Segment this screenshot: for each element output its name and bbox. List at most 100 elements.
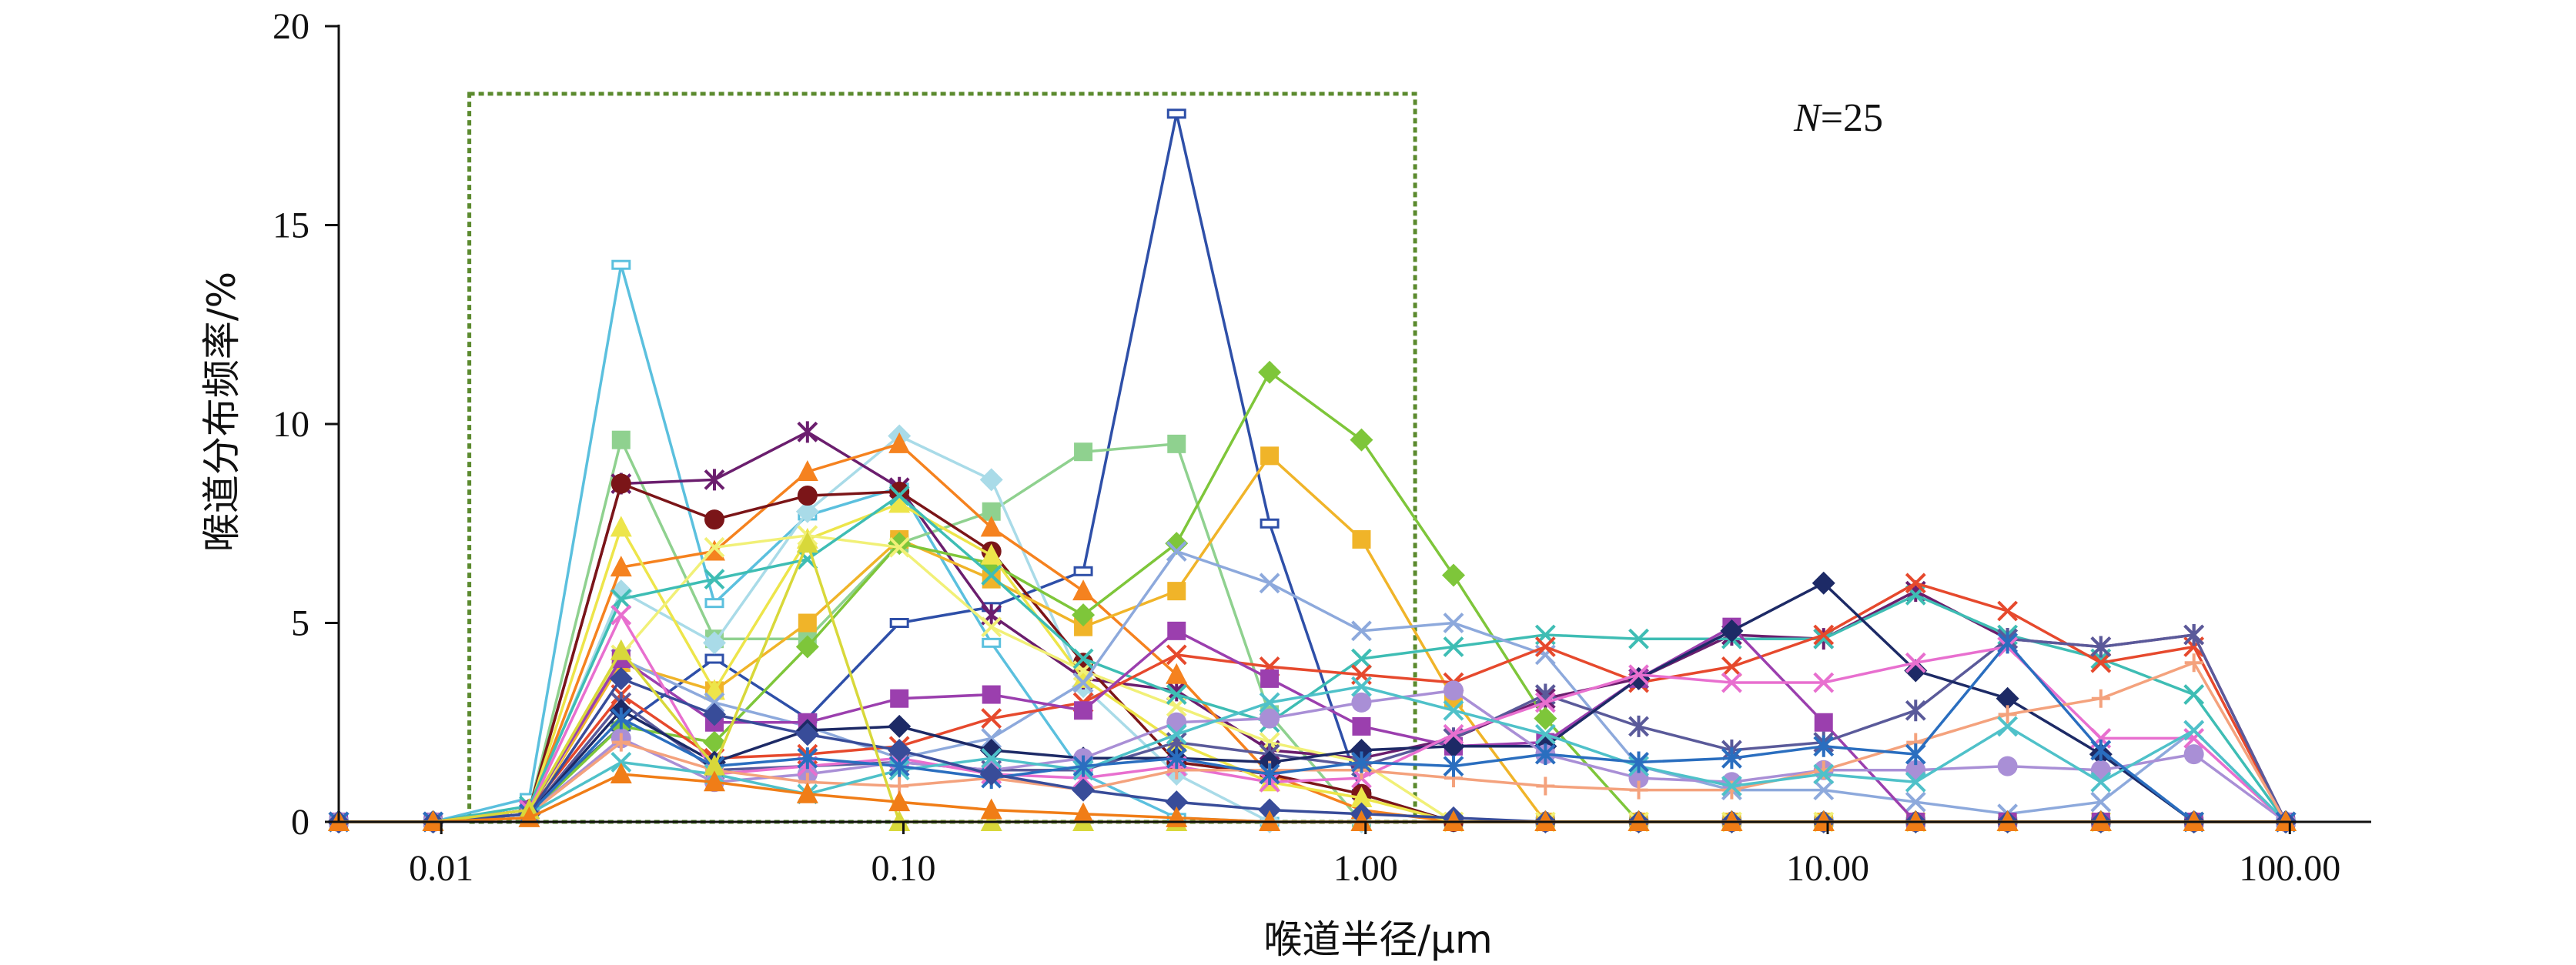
sample-count-annotation: N=25 xyxy=(1793,96,1883,140)
data-point xyxy=(611,604,632,626)
data-point xyxy=(1167,434,1186,453)
data-point xyxy=(888,485,910,506)
series-line xyxy=(339,641,2286,823)
y-tick-label: 15 xyxy=(273,205,309,246)
data-point xyxy=(1166,684,1187,705)
data-point xyxy=(609,666,633,690)
data-point xyxy=(2090,739,2112,761)
data-point xyxy=(1258,360,1282,384)
y-tick-label: 10 xyxy=(273,404,309,445)
data-point xyxy=(796,532,818,553)
data-point xyxy=(1167,582,1186,601)
data-point xyxy=(888,790,911,812)
x-tick-label: 0.10 xyxy=(871,848,935,889)
data-point xyxy=(1352,716,1371,736)
data-point xyxy=(982,685,1001,704)
data-point xyxy=(1351,648,1372,669)
data-point xyxy=(704,598,724,609)
data-point xyxy=(980,516,1002,537)
series-line xyxy=(339,613,2287,823)
y-tick-label: 5 xyxy=(291,603,309,644)
series-line xyxy=(339,549,2287,823)
data-point xyxy=(888,532,912,556)
ticks-layer: 0 5 10 15 20 0.01 0.10 1.00 10.00 100.00 xyxy=(273,6,2340,889)
data-point xyxy=(1813,763,1835,785)
data-point xyxy=(796,782,818,803)
data-point xyxy=(2183,720,2205,741)
data-point xyxy=(980,543,1002,565)
data-point xyxy=(704,536,725,558)
data-point xyxy=(1352,529,1371,549)
data-point xyxy=(1443,755,1464,777)
data-point xyxy=(1628,628,1649,649)
series-line xyxy=(339,582,2286,823)
data-point xyxy=(704,509,724,530)
data-point xyxy=(1813,672,1835,693)
data-point xyxy=(703,754,725,776)
y-tick-label: 20 xyxy=(273,6,309,47)
data-point xyxy=(1166,723,1187,745)
data-point xyxy=(1260,518,1280,529)
series-line xyxy=(339,582,2287,823)
data-point xyxy=(1074,442,1093,462)
annotation-rest: =25 xyxy=(1821,96,1883,140)
data-point xyxy=(1534,692,1556,713)
data-point xyxy=(798,613,817,633)
data-point xyxy=(2183,684,2205,705)
data-point xyxy=(1351,676,1372,697)
data-point xyxy=(1072,755,1094,777)
data-point xyxy=(1534,743,1556,766)
data-point xyxy=(1072,672,1094,693)
data-point xyxy=(1812,571,1835,595)
x-tick-label: 0.01 xyxy=(409,848,473,889)
data-point xyxy=(1813,624,1835,646)
data-point xyxy=(1998,705,2017,724)
data-point xyxy=(611,430,631,449)
data-point xyxy=(1258,798,1282,822)
data-point xyxy=(703,770,725,792)
data-point xyxy=(1165,532,1189,556)
data-point xyxy=(1721,776,1742,796)
data-point xyxy=(704,569,725,590)
y-axis-title: 喉道分布频率/% xyxy=(199,272,244,552)
data-point xyxy=(1166,747,1187,770)
data-point xyxy=(2184,653,2203,673)
series-line xyxy=(339,689,2287,823)
data-point xyxy=(797,486,818,506)
data-point xyxy=(702,631,726,655)
data-point xyxy=(704,469,725,491)
data-point xyxy=(1443,680,1464,701)
data-point xyxy=(1166,644,1187,666)
data-point xyxy=(2090,771,2112,793)
data-point xyxy=(1351,692,1372,713)
data-point xyxy=(889,481,910,502)
data-point xyxy=(1905,652,1926,673)
data-point xyxy=(2090,791,2112,813)
data-point xyxy=(1441,563,1465,587)
data-point xyxy=(611,473,631,494)
data-point xyxy=(1166,541,1187,562)
data-point xyxy=(1534,636,1556,657)
data-point xyxy=(795,499,819,523)
data-point xyxy=(1996,686,2019,710)
data-point xyxy=(1534,723,1556,745)
data-point xyxy=(1536,776,1555,796)
data-point xyxy=(610,516,632,537)
data-point xyxy=(1721,656,1742,677)
data-point xyxy=(1259,573,1280,594)
data-point xyxy=(982,637,1002,648)
data-point xyxy=(888,714,912,738)
data-point xyxy=(2091,689,2110,708)
data-point xyxy=(1997,600,2019,622)
data-point xyxy=(1072,603,1096,627)
data-point xyxy=(1905,573,1926,594)
data-point xyxy=(888,432,911,453)
data-point xyxy=(1629,780,1648,800)
series-line xyxy=(339,494,2287,823)
data-point xyxy=(888,738,912,762)
data-point xyxy=(1074,701,1093,720)
series-line xyxy=(339,661,2287,823)
x-tick-label: 100.00 xyxy=(2239,848,2340,889)
data-point xyxy=(1259,692,1280,713)
data-point xyxy=(890,689,909,708)
